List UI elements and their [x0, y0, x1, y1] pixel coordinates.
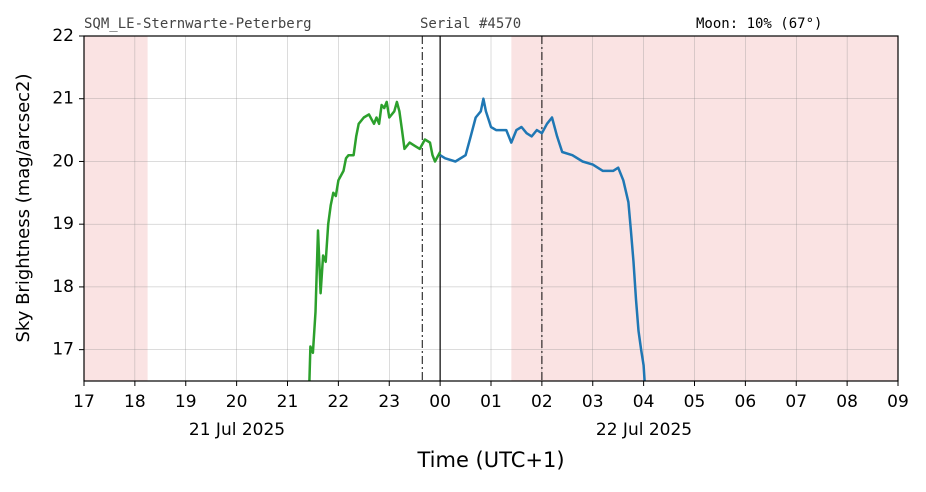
x-tick-label: 21: [277, 392, 299, 412]
x-axis-label: Time (UTC+1): [416, 448, 564, 472]
x-tick-label: 00: [429, 392, 451, 412]
y-tick-label: 17: [52, 340, 74, 360]
x-tick-label: 03: [582, 392, 604, 412]
y-tick-label: 19: [52, 214, 74, 234]
x-tick-label: 23: [378, 392, 400, 412]
series-line: [439, 97, 646, 381]
x-tick-label: 02: [531, 392, 553, 412]
x-tick-label: 01: [480, 392, 502, 412]
station-name: SQM_LE-Sternwarte-Peterberg: [84, 16, 312, 32]
plot-frame: [83, 35, 899, 382]
night-region: [84, 36, 148, 381]
night-region: [511, 36, 898, 381]
serial: Serial #4570: [420, 16, 521, 32]
x-tick-label: 08: [836, 392, 858, 412]
x-tick-label: 09: [887, 392, 909, 412]
y-tick-label: 18: [52, 277, 74, 297]
x-tick-label: 17: [73, 392, 95, 412]
x-tick-label: 19: [175, 392, 197, 412]
x-tick-label: 20: [226, 392, 248, 412]
x-tick-label: 22: [328, 392, 350, 412]
y-tick-label: 21: [52, 89, 74, 109]
date-label: 22 Jul 2025: [596, 420, 692, 440]
x-tick-label: 18: [124, 392, 146, 412]
x-tick-label: 04: [633, 392, 655, 412]
x-tick-label: 07: [785, 392, 807, 412]
series-line: [308, 100, 442, 381]
x-tick-label: 05: [684, 392, 706, 412]
moon-info: Moon: 10% (67°): [696, 16, 822, 32]
y-tick-label: 20: [52, 151, 74, 171]
date-label: 21 Jul 2025: [189, 420, 285, 440]
y-tick-label: 22: [52, 26, 74, 46]
y-axis-label: Sky Brightness (mag/arcsec2): [13, 73, 34, 342]
x-tick-label: 06: [735, 392, 757, 412]
